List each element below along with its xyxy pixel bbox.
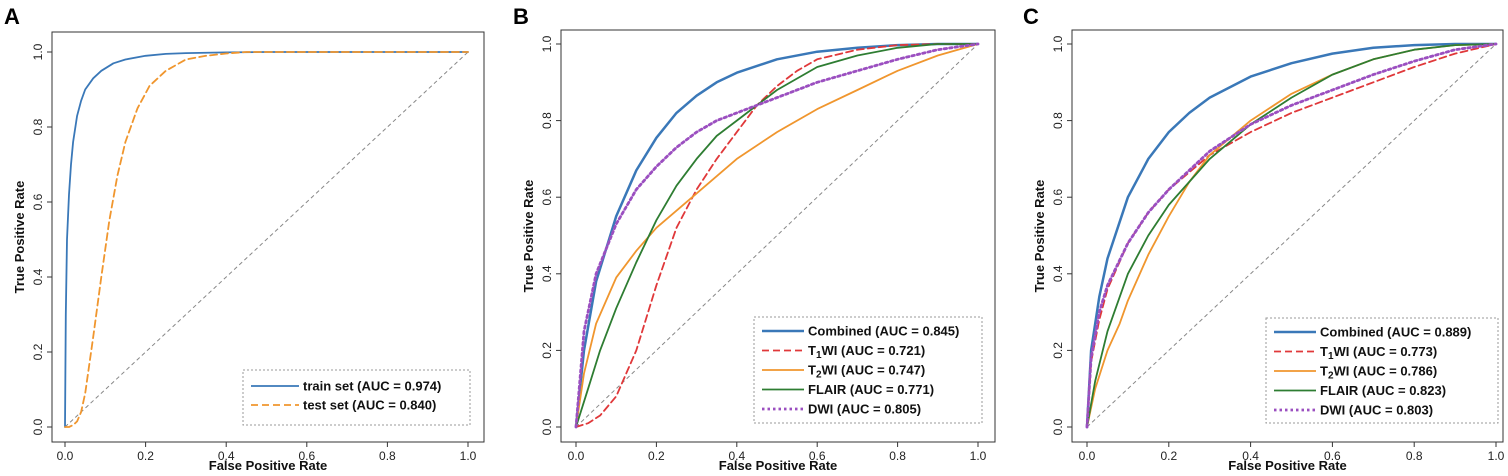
y-tick-label: 0.6: [1051, 189, 1065, 206]
x-tick-label: 0.4: [1242, 449, 1259, 463]
y-tick-label: 0.8: [31, 118, 45, 135]
legend-entry: test set (AUC = 0.840): [303, 398, 436, 413]
x-tick-label: 0.0: [1079, 449, 1096, 463]
x-tick-label: 0.8: [889, 449, 906, 463]
reference-diagonal: [1086, 43, 1497, 428]
x-tick-label: 0.6: [298, 449, 315, 463]
panel-letter: C: [1023, 4, 1039, 29]
x-axis-label: False Positive Rate: [209, 458, 328, 473]
y-axis-label: True Positive Rate: [521, 180, 536, 293]
y-tick-label: 1.0: [1051, 35, 1065, 52]
legend-entry: T1WI (AUC = 0.773): [1320, 344, 1437, 362]
series-line-dwi: [574, 42, 980, 429]
series-line-flair: [1086, 43, 1497, 428]
y-tick-label: 1.0: [540, 35, 554, 52]
legend-box: [242, 369, 471, 426]
x-tick-label: 0.4: [728, 449, 745, 463]
series-line-train-set: [64, 51, 469, 428]
x-axis-label: False Positive Rate: [1228, 458, 1347, 473]
series-line-combined: [1085, 42, 1498, 429]
legend-entry: Combined (AUC = 0.845): [808, 324, 959, 339]
x-tick-label: 0.8: [379, 449, 396, 463]
y-tick-label: 0.4: [1051, 265, 1065, 282]
y-tick-label: 1.0: [31, 43, 45, 60]
y-tick-label: 0.4: [540, 265, 554, 282]
y-axis-label: True Positive Rate: [12, 181, 27, 294]
legend-entry: train set (AUC = 0.974): [303, 379, 441, 394]
reference-diagonal: [575, 43, 979, 428]
reference-diagonal: [64, 51, 469, 428]
plot-frame: [51, 31, 485, 443]
x-tick-label: 0.4: [218, 449, 235, 463]
panel-a: A 0.0 0.2 0.4 0.6 0.8 1.0 0.0 0.2 0.4 0.6 0.8 1.0 Fal…: [4, 4, 485, 473]
y-axis-label: True Positive Rate: [1032, 180, 1047, 293]
series-line-dwi: [1085, 42, 1498, 429]
y-tick-label: 0.0: [31, 418, 45, 435]
y-tick-label: 0.0: [540, 418, 554, 435]
x-tick-label: 0.0: [568, 449, 585, 463]
legend-entry: T2WI (AUC = 0.747): [808, 363, 925, 381]
x-tick-label: 0.6: [1324, 449, 1341, 463]
y-tick-label: 0.2: [540, 342, 554, 359]
panel-letter: B: [513, 4, 529, 29]
legend-entry: DWI (AUC = 0.805): [808, 402, 921, 417]
x-tick-label: 0.6: [809, 449, 826, 463]
x-axis-label: False Positive Rate: [719, 458, 838, 473]
y-tick-label: 0.2: [31, 343, 45, 360]
plot-frame: [560, 29, 996, 443]
y-tick-label: 0.8: [540, 112, 554, 129]
y-tick-label: 0.6: [31, 193, 45, 210]
panel-c: C 0.0 0.2 0.4 0.6 0.8 1.0 0.0 0.2 0.4 0.6 0.8 1.0 Fal…: [1023, 4, 1505, 473]
x-tick-label: 0.2: [1160, 449, 1177, 463]
x-tick-label: 0.2: [648, 449, 665, 463]
y-tick-label: 0.4: [31, 268, 45, 285]
plot-frame: [1071, 29, 1504, 443]
y-tick-label: 0.6: [540, 189, 554, 206]
panel-letter: A: [4, 4, 20, 29]
legend-entry: T1WI (AUC = 0.721): [808, 343, 925, 361]
legend-entry: FLAIR (AUC = 0.771): [808, 382, 934, 397]
series-line-test-set: [64, 51, 469, 428]
legend-entry: T2WI (AUC = 0.786): [1320, 364, 1437, 382]
legend-entry: Combined (AUC = 0.889): [1320, 325, 1471, 340]
x-tick-label: 0.0: [57, 449, 74, 463]
y-tick-label: 0.2: [1051, 342, 1065, 359]
series-line-flair: [575, 43, 979, 428]
y-tick-label: 0.8: [1051, 112, 1065, 129]
x-tick-label: 1.0: [1488, 449, 1505, 463]
legend-entry: DWI (AUC = 0.803): [1320, 403, 1433, 418]
x-tick-label: 0.8: [1406, 449, 1423, 463]
legend-entry: FLAIR (AUC = 0.823): [1320, 383, 1446, 398]
x-tick-label: 0.2: [137, 449, 154, 463]
x-tick-label: 1.0: [460, 449, 477, 463]
panel-b: B 0.0 0.2 0.4 0.6 0.8 1.0 0.0 0.2 0.4 0.6 0.8 1.0 Fal…: [513, 4, 996, 473]
series-line-t2wi: [575, 43, 979, 428]
series-line-t1wi: [575, 43, 979, 428]
x-tick-label: 1.0: [970, 449, 987, 463]
y-tick-label: 0.0: [1051, 418, 1065, 435]
